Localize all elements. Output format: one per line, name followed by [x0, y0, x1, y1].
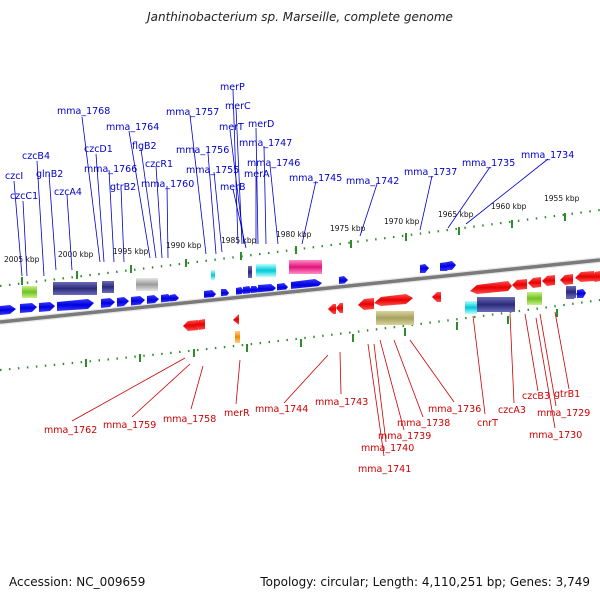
gene-label: czcA3 [498, 405, 526, 416]
gene-label: czcD1 [84, 144, 113, 155]
gene-label: merC [225, 101, 251, 112]
gene-label: mma_1738 [397, 418, 450, 429]
major-ticks-lower [85, 309, 558, 367]
lower-feature-boxes [235, 286, 576, 343]
genome-backbone [0, 257, 600, 325]
gene-label: flgB2 [132, 141, 157, 152]
tick-label: 1995 kbp [113, 247, 149, 256]
tick-label: 1990 kbp [166, 241, 202, 250]
gene-label: mma_1740 [361, 443, 414, 454]
gene-label: gtrB1 [554, 389, 580, 400]
lower-gene-labels: mma_1762 mma_1759 mma_1758 merR mma_1744… [44, 389, 590, 475]
gene-label: mma_1760 [141, 179, 194, 190]
gene-label: mma_1746 [247, 158, 300, 169]
gene-label: mma_1729 [537, 408, 590, 419]
gene-label: merA [244, 169, 270, 180]
gene-label: czcA4 [54, 187, 82, 198]
tick-label: 2005 kbp [4, 255, 40, 264]
gene-label: mma_1747 [239, 138, 292, 149]
gene-label: czcI [5, 171, 23, 182]
gene-label: mma_1741 [358, 464, 411, 475]
tick-label: 1955 kbp [544, 194, 580, 203]
gene-label: czcR1 [145, 159, 173, 170]
tick-label: 1960 kbp [491, 202, 527, 211]
gene-label: merT [219, 122, 244, 133]
tick-label: 1970 kbp [384, 217, 420, 226]
upper-gene-labels: czcI czcC1 czcB4 glnB2 czcA4 mma_1768 cz… [5, 82, 574, 202]
upper-feature-boxes [22, 260, 322, 298]
tick-label: 2000 kbp [58, 250, 94, 259]
tick-label: 1965 kbp [438, 210, 474, 219]
forward-genes [0, 261, 586, 315]
gene-label: mma_1768 [57, 106, 110, 117]
gene-label: mma_1743 [315, 397, 368, 408]
gene-label: merD [248, 119, 274, 130]
gene-label: merP [220, 82, 245, 93]
gene-label: mma_1764 [106, 122, 159, 133]
upper-leader-lines [13, 89, 549, 277]
gene-label: mma_1737 [404, 167, 457, 178]
gene-label: mma_1756 [176, 145, 229, 156]
gene-label: mma_1730 [529, 430, 582, 441]
gene-label: mma_1766 [84, 164, 137, 175]
gene-label: mma_1755 [186, 165, 239, 176]
tick-label: 1985 kbp [221, 236, 257, 245]
gene-label: czcB3 [522, 391, 550, 402]
gene-label: mma_1758 [163, 414, 216, 425]
gene-label: glnB2 [36, 169, 63, 180]
map-title: Janthinobacterium sp. Marseille, complet… [147, 10, 453, 24]
gene-label: mma_1734 [521, 150, 574, 161]
gene-label: merB [220, 182, 246, 193]
gene-label: mma_1745 [289, 173, 342, 184]
gene-label: mma_1735 [462, 158, 515, 169]
major-ticks-upper [21, 213, 566, 285]
reverse-genes [183, 271, 600, 331]
gene-label: mma_1742 [346, 176, 399, 187]
accession-text: Accession: NC_009659 [9, 575, 146, 589]
gene-label: mma_1744 [255, 404, 308, 415]
gene-label: cnrT [477, 418, 498, 429]
gene-label: czcB4 [22, 151, 50, 162]
tick-labels: 2005 kbp 2000 kbp 1995 kbp 1990 kbp 1985… [4, 194, 580, 264]
gene-label: gtrB2 [110, 182, 136, 193]
gene-label: mma_1762 [44, 425, 97, 436]
gene-label: mma_1736 [428, 404, 481, 415]
lower-leader-lines [71, 311, 570, 457]
genome-summary-text: Topology: circular; Length: 4,110,251 bp… [260, 575, 590, 589]
tick-label: 1975 kbp [330, 224, 366, 233]
gene-label: mma_1759 [103, 420, 156, 431]
gene-label: mma_1739 [378, 431, 431, 442]
scale-track-upper [0, 208, 600, 288]
tick-label: 1980 kbp [276, 230, 312, 239]
gene-label: mma_1757 [166, 107, 219, 118]
gene-label: czcC1 [10, 191, 38, 202]
gene-label: merR [224, 408, 250, 419]
